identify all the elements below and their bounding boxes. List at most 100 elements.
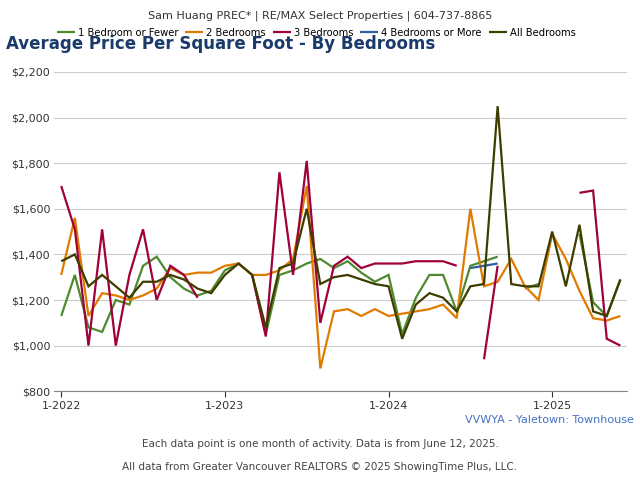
3 Bedrooms (439, 258, 447, 264)
3 Bedrooms (58, 183, 65, 189)
3 Bedrooms (166, 263, 174, 269)
1 Bedroom or Fewer (453, 309, 461, 314)
1 Bedroom or Fewer (289, 267, 297, 273)
1 Bedroom or Fewer (385, 272, 392, 278)
3 Bedrooms (398, 261, 406, 266)
3 Bedrooms (140, 227, 147, 232)
1 Bedroom or Fewer (603, 313, 611, 319)
All Bedrooms (58, 258, 65, 264)
All Bedrooms (276, 265, 284, 271)
1 Bedroom or Fewer (276, 272, 284, 278)
Line: 1 Bedroom or Fewer: 1 Bedroom or Fewer (61, 234, 620, 334)
3 Bedrooms (112, 343, 120, 348)
3 Bedrooms (84, 343, 92, 348)
2 Bedrooms (412, 309, 420, 314)
2 Bedrooms (467, 206, 474, 212)
Line: 3 Bedrooms: 3 Bedrooms (61, 161, 620, 359)
1 Bedroom or Fewer (58, 313, 65, 319)
1 Bedroom or Fewer (317, 256, 324, 262)
3 Bedrooms (426, 258, 433, 264)
3 Bedrooms (371, 261, 379, 266)
Line: All Bedrooms: All Bedrooms (61, 106, 620, 339)
3 Bedrooms (589, 188, 597, 193)
All Bedrooms (480, 281, 488, 287)
3 Bedrooms (330, 263, 338, 269)
Line: 2 Bedrooms: 2 Bedrooms (61, 186, 620, 369)
2 Bedrooms (166, 265, 174, 271)
All Bedrooms (385, 283, 392, 289)
Text: All data from Greater Vancouver REALTORS © 2025 ShowingTime Plus, LLC.: All data from Greater Vancouver REALTORS… (122, 462, 518, 472)
2 Bedrooms (99, 290, 106, 296)
1 Bedroom or Fewer (480, 258, 488, 264)
3 Bedrooms (548, 263, 556, 269)
All Bedrooms (125, 295, 133, 300)
Legend: 1 Bedroom or Fewer, 2 Bedrooms, 3 Bedrooms, 4 Bedrooms or More, All Bedrooms: 1 Bedroom or Fewer, 2 Bedrooms, 3 Bedroo… (56, 27, 575, 37)
All Bedrooms (412, 302, 420, 308)
2 Bedrooms (494, 279, 502, 285)
2 Bedrooms (426, 306, 433, 312)
2 Bedrooms (548, 231, 556, 237)
3 Bedrooms (494, 263, 502, 269)
1 Bedroom or Fewer (494, 254, 502, 260)
2 Bedrooms (330, 309, 338, 314)
1 Bedroom or Fewer (589, 300, 597, 305)
All Bedrooms (508, 281, 515, 287)
2 Bedrooms (303, 183, 310, 189)
1 Bedroom or Fewer (303, 261, 310, 266)
1 Bedroom or Fewer (125, 302, 133, 308)
3 Bedrooms (99, 227, 106, 232)
4 Bedrooms or More (480, 263, 488, 269)
1 Bedroom or Fewer (207, 288, 215, 294)
3 Bedrooms (248, 272, 256, 278)
2 Bedrooms (221, 263, 228, 269)
1 Bedroom or Fewer (235, 261, 243, 266)
All Bedrooms (71, 252, 79, 257)
All Bedrooms (221, 272, 228, 278)
Text: Average Price Per Square Foot - By Bedrooms: Average Price Per Square Foot - By Bedro… (6, 35, 436, 53)
2 Bedrooms (521, 283, 529, 289)
All Bedrooms (439, 295, 447, 300)
1 Bedroom or Fewer (99, 329, 106, 335)
3 Bedrooms (303, 158, 310, 164)
2 Bedrooms (508, 256, 515, 262)
All Bedrooms (248, 272, 256, 278)
4 Bedrooms or More (467, 265, 474, 271)
1 Bedroom or Fewer (330, 265, 338, 271)
All Bedrooms (534, 283, 542, 289)
1 Bedroom or Fewer (153, 254, 161, 260)
3 Bedrooms (575, 190, 583, 196)
1 Bedroom or Fewer (616, 276, 624, 282)
All Bedrooms (153, 279, 161, 285)
3 Bedrooms (357, 265, 365, 271)
1 Bedroom or Fewer (166, 274, 174, 280)
1 Bedroom or Fewer (221, 267, 228, 273)
2 Bedrooms (534, 297, 542, 303)
3 Bedrooms (616, 343, 624, 348)
1 Bedroom or Fewer (467, 263, 474, 269)
2 Bedrooms (344, 306, 351, 312)
All Bedrooms (180, 276, 188, 282)
3 Bedrooms (125, 272, 133, 278)
1 Bedroom or Fewer (112, 297, 120, 303)
All Bedrooms (357, 276, 365, 282)
All Bedrooms (548, 228, 556, 234)
All Bedrooms (616, 276, 624, 282)
1 Bedroom or Fewer (84, 324, 92, 330)
2 Bedrooms (616, 313, 624, 319)
All Bedrooms (207, 290, 215, 296)
3 Bedrooms (317, 320, 324, 325)
All Bedrooms (317, 281, 324, 287)
2 Bedrooms (248, 272, 256, 278)
2 Bedrooms (140, 292, 147, 298)
1 Bedroom or Fewer (371, 279, 379, 285)
2 Bedrooms (112, 292, 120, 298)
All Bedrooms (589, 309, 597, 314)
3 Bedrooms (71, 227, 79, 232)
1 Bedroom or Fewer (521, 286, 529, 291)
1 Bedroom or Fewer (71, 272, 79, 278)
2 Bedrooms (125, 297, 133, 303)
3 Bedrooms (480, 356, 488, 362)
All Bedrooms (99, 272, 106, 278)
2 Bedrooms (71, 215, 79, 221)
All Bedrooms (562, 283, 570, 289)
